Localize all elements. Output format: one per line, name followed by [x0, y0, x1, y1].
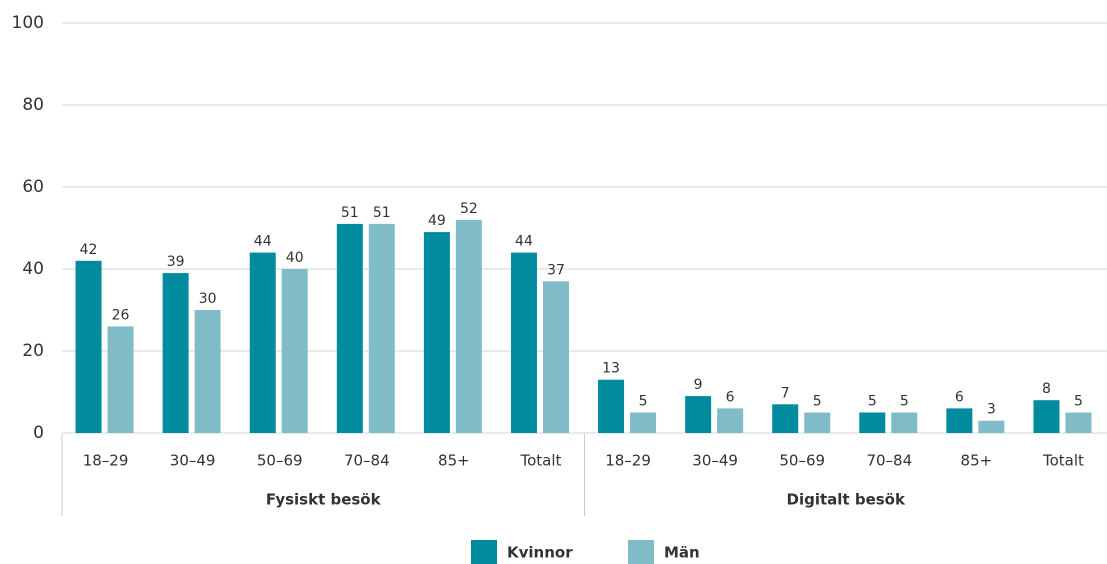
- value-label: 5: [1074, 394, 1083, 410]
- value-label: 5: [868, 394, 877, 410]
- x-tick-label: 50–69: [779, 452, 825, 470]
- bar: [1033, 400, 1060, 433]
- x-tick-label: 18–29: [605, 452, 651, 470]
- value-label: 8: [1042, 381, 1051, 397]
- value-label: 7: [781, 385, 790, 401]
- value-label: 37: [547, 262, 565, 278]
- bar: [946, 408, 973, 433]
- value-label: 9: [694, 377, 703, 393]
- y-tick-label: 100: [12, 13, 44, 33]
- bar: [978, 420, 1005, 433]
- value-label: 5: [900, 394, 909, 410]
- value-label: 51: [373, 205, 391, 221]
- legend-swatch: [628, 540, 654, 564]
- bar: [891, 412, 918, 433]
- value-label: 3: [987, 402, 996, 418]
- value-label: 49: [428, 213, 446, 229]
- bar: [336, 223, 363, 433]
- x-tick-label: 50–69: [257, 452, 303, 470]
- x-tick-label: 85+: [438, 452, 470, 470]
- group-label: Fysiskt besök: [266, 491, 382, 509]
- value-label: 40: [286, 250, 304, 266]
- x-tick-label: 18–29: [83, 452, 129, 470]
- y-tick-label: 0: [33, 423, 44, 443]
- bar: [455, 219, 482, 433]
- bar: [368, 223, 395, 433]
- value-label: 5: [639, 394, 648, 410]
- x-tick-label: 30–49: [170, 452, 216, 470]
- bar: [717, 408, 744, 433]
- value-label: 39: [167, 254, 185, 270]
- x-tick-label: Totalt: [1042, 452, 1084, 470]
- value-label: 13: [602, 361, 620, 377]
- value-label: 5: [813, 394, 822, 410]
- bar: [510, 252, 537, 433]
- bar: [75, 260, 102, 433]
- value-label: 44: [254, 234, 272, 250]
- bar: [423, 232, 450, 433]
- legend-label: Män: [664, 544, 700, 562]
- bar: [281, 269, 308, 433]
- bar: [630, 412, 657, 433]
- bar: [542, 281, 569, 433]
- bar: [685, 396, 712, 433]
- legend-swatch: [471, 540, 497, 564]
- bar: [772, 404, 799, 433]
- bar: [107, 326, 134, 433]
- group-label: Digitalt besök: [787, 491, 906, 509]
- value-label: 52: [460, 201, 478, 217]
- bar: [859, 412, 886, 433]
- legend-label: Kvinnor: [507, 544, 573, 562]
- bar: [249, 252, 276, 433]
- x-tick-label: 70–84: [866, 452, 912, 470]
- bar: [194, 310, 221, 433]
- bar: [1065, 412, 1092, 433]
- y-tick-label: 80: [22, 95, 44, 115]
- x-tick-label: Totalt: [519, 452, 561, 470]
- bar: [162, 273, 189, 433]
- value-label: 44: [515, 234, 533, 250]
- x-tick-label: 70–84: [344, 452, 390, 470]
- y-tick-label: 40: [22, 259, 44, 279]
- value-label: 30: [199, 291, 217, 307]
- y-tick-label: 60: [22, 177, 44, 197]
- value-label: 6: [726, 389, 735, 405]
- value-label: 51: [341, 205, 359, 221]
- value-label: 6: [955, 389, 964, 405]
- x-tick-label: 85+: [961, 452, 993, 470]
- value-label: 42: [80, 242, 98, 258]
- x-tick-label: 30–49: [692, 452, 738, 470]
- bar: [804, 412, 831, 433]
- value-label: 26: [112, 307, 130, 323]
- bar: [598, 379, 625, 433]
- y-tick-label: 20: [22, 341, 44, 361]
